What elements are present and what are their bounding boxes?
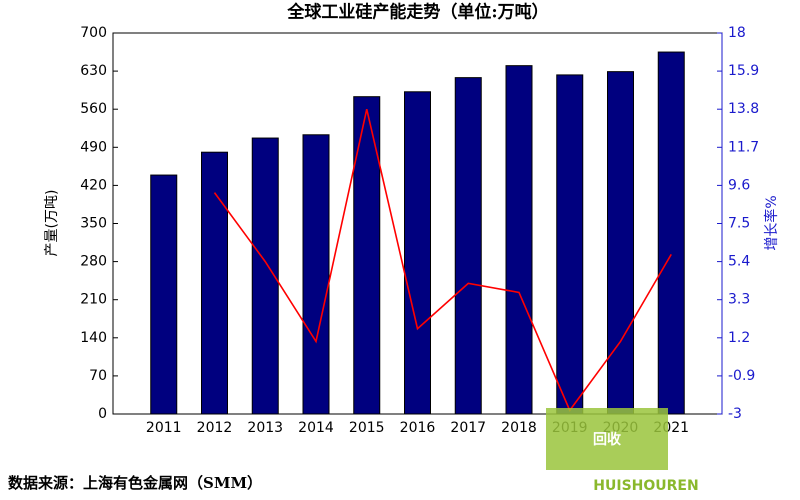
- y2-tick-label: 5.4: [728, 254, 750, 270]
- y2-tick-label: 1.2: [728, 330, 750, 346]
- x-tick-label: 2018: [501, 420, 537, 436]
- y-tick-label: 700: [80, 25, 107, 41]
- x-tick-label: 2015: [349, 420, 385, 436]
- bar: [556, 74, 584, 415]
- y2-tick-label: 13.8: [728, 101, 759, 117]
- y-tick-label: 140: [80, 330, 107, 346]
- x-tick-label: 2011: [146, 420, 182, 436]
- bar: [505, 65, 533, 415]
- x-tick-label: 2012: [197, 420, 233, 436]
- y2-axis-label: 增长率%: [763, 195, 780, 250]
- y-axis-label: 产量(万吨): [44, 190, 60, 257]
- y2-tick-label: 15.9: [728, 63, 759, 79]
- y-tick-label: 490: [80, 139, 107, 155]
- y2-tick-label: 18: [728, 25, 746, 41]
- bar: [251, 137, 279, 415]
- x-tick-label: 2014: [298, 420, 334, 436]
- y-tick-label: 350: [80, 216, 107, 232]
- source-note: 数据来源：上海有色金属网（SMM）: [8, 474, 262, 492]
- y2-tick-label: -3: [728, 406, 742, 422]
- y-tick-label: 0: [98, 406, 107, 422]
- y2-tick-label: 3.3: [728, 292, 750, 308]
- chart-title: 全球工业硅产能走势（单位:万吨）: [286, 2, 548, 23]
- line: [213, 109, 672, 412]
- bar: [657, 51, 685, 415]
- bar: [302, 134, 330, 415]
- x-tick-label: 2013: [247, 420, 283, 436]
- y2-tick-label: 9.6: [728, 177, 750, 193]
- watermark-logo: 回收: [593, 431, 622, 448]
- y-tick-label: 630: [80, 63, 107, 79]
- bar: [454, 77, 482, 415]
- bar: [150, 174, 178, 415]
- y-tick-label: 560: [80, 101, 107, 117]
- x-tick-label: 2017: [450, 420, 486, 436]
- y2-tick-label: 11.7: [728, 139, 759, 155]
- y2-tick-label: -0.9: [728, 368, 755, 384]
- x-tick-label: 2016: [400, 420, 436, 436]
- y-tick-label: 210: [80, 292, 107, 308]
- y2-tick-label: 7.5: [728, 216, 750, 232]
- bar: [404, 91, 431, 415]
- y-tick-label: 420: [80, 177, 107, 193]
- y-tick-label: 280: [80, 254, 107, 270]
- watermark-box: [546, 408, 668, 470]
- y-tick-label: 70: [89, 368, 107, 384]
- watermark-text: HUISHOUREN: [593, 478, 698, 494]
- bar: [353, 96, 381, 415]
- bar: [607, 71, 634, 415]
- bar: [201, 151, 228, 415]
